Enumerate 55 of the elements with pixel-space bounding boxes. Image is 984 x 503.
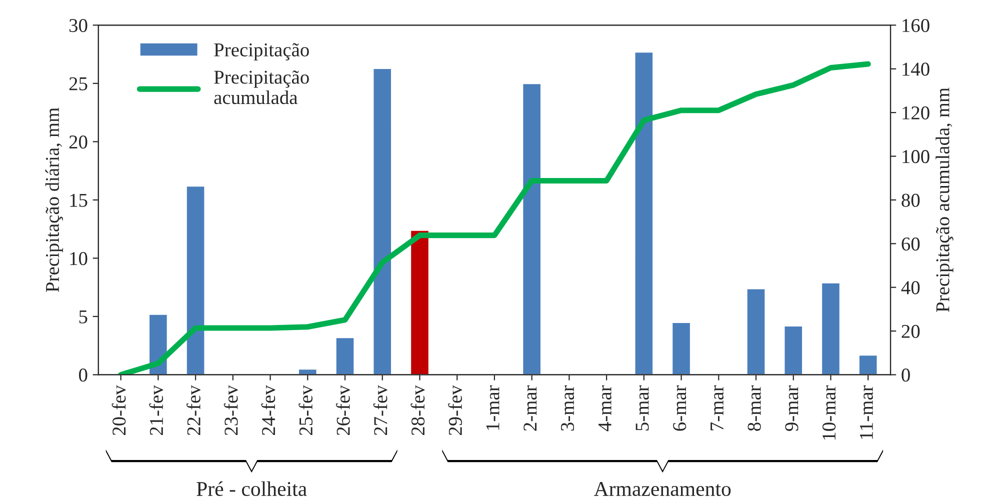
y-tick-label: 30 [69, 18, 88, 32]
y2-tick-label: 120 [902, 106, 930, 120]
y2-tick-label: 60 [902, 237, 920, 251]
y-axis-title: Precipitação diária, mm [45, 108, 63, 292]
x-tick-label: 2-mar [524, 385, 537, 431]
bar [522, 82, 542, 375]
x-tick-label: 8-mar [748, 385, 761, 431]
y2-tick-label: 80 [902, 194, 920, 207]
bar [634, 51, 654, 375]
x-tick-label: 24-fev [261, 385, 276, 436]
bar [746, 288, 766, 375]
x-tick-label: 10-mar [822, 385, 836, 440]
x-tick-label: 1-mar [486, 385, 500, 430]
y2-tick-label: 40 [901, 281, 920, 294]
bar [783, 325, 804, 375]
x-tick-label: 22-fev [186, 385, 200, 436]
x-tick-label: 11-mar [860, 385, 873, 439]
y-tick-label: 15 [70, 194, 88, 207]
bar [858, 354, 878, 375]
x-tick-label: 3-mar [560, 385, 574, 431]
text: Armazenamento [594, 482, 731, 496]
x-tick-label: 23-fev [224, 385, 238, 436]
y2-tick-label: 140 [902, 62, 930, 76]
legend-label: Precipitação [214, 43, 309, 60]
y-tick-label: 20 [69, 135, 88, 149]
y-tick-label: 25 [69, 77, 88, 90]
y2-tick-label: 0 [902, 368, 910, 382]
x-tick-label: 27-fev [373, 385, 388, 436]
y2-tick-label: 20 [902, 324, 920, 338]
bar [372, 68, 392, 375]
bar [186, 185, 206, 375]
bar [820, 282, 841, 375]
x-tick-label: 7-mar [710, 385, 724, 430]
bar [410, 230, 430, 375]
y2-axis-title: Precipitação acumulada, mm [936, 88, 954, 312]
x-tick-label: 26-fev [336, 385, 350, 436]
x-tick-label: 4-mar [598, 385, 612, 432]
legend-label: Precipitação acumulada [214, 70, 309, 104]
text: Pré - colheita [196, 481, 307, 496]
x-tick-label: 29-fev [448, 385, 462, 436]
x-tick-label: 20-fev [112, 385, 126, 436]
x-tick-label: 21-fev [149, 385, 164, 436]
bar [334, 336, 356, 375]
y2-tick-label: 160 [902, 18, 930, 32]
x-tick-label: 6-mar [673, 385, 686, 431]
y-tick-label: 5 [79, 310, 88, 324]
x-tick-label: 28-fev [410, 385, 425, 436]
bar [671, 322, 692, 375]
x-tick-label: 25-fev [298, 385, 313, 436]
y2-tick-label: 100 [902, 150, 930, 164]
y-tick-label: 10 [70, 252, 88, 266]
x-tick-label: 9-mar [785, 385, 798, 431]
y-tick-label: 0 [79, 368, 88, 382]
x-tick-label: 5-mar [636, 385, 649, 430]
bar [298, 368, 318, 375]
